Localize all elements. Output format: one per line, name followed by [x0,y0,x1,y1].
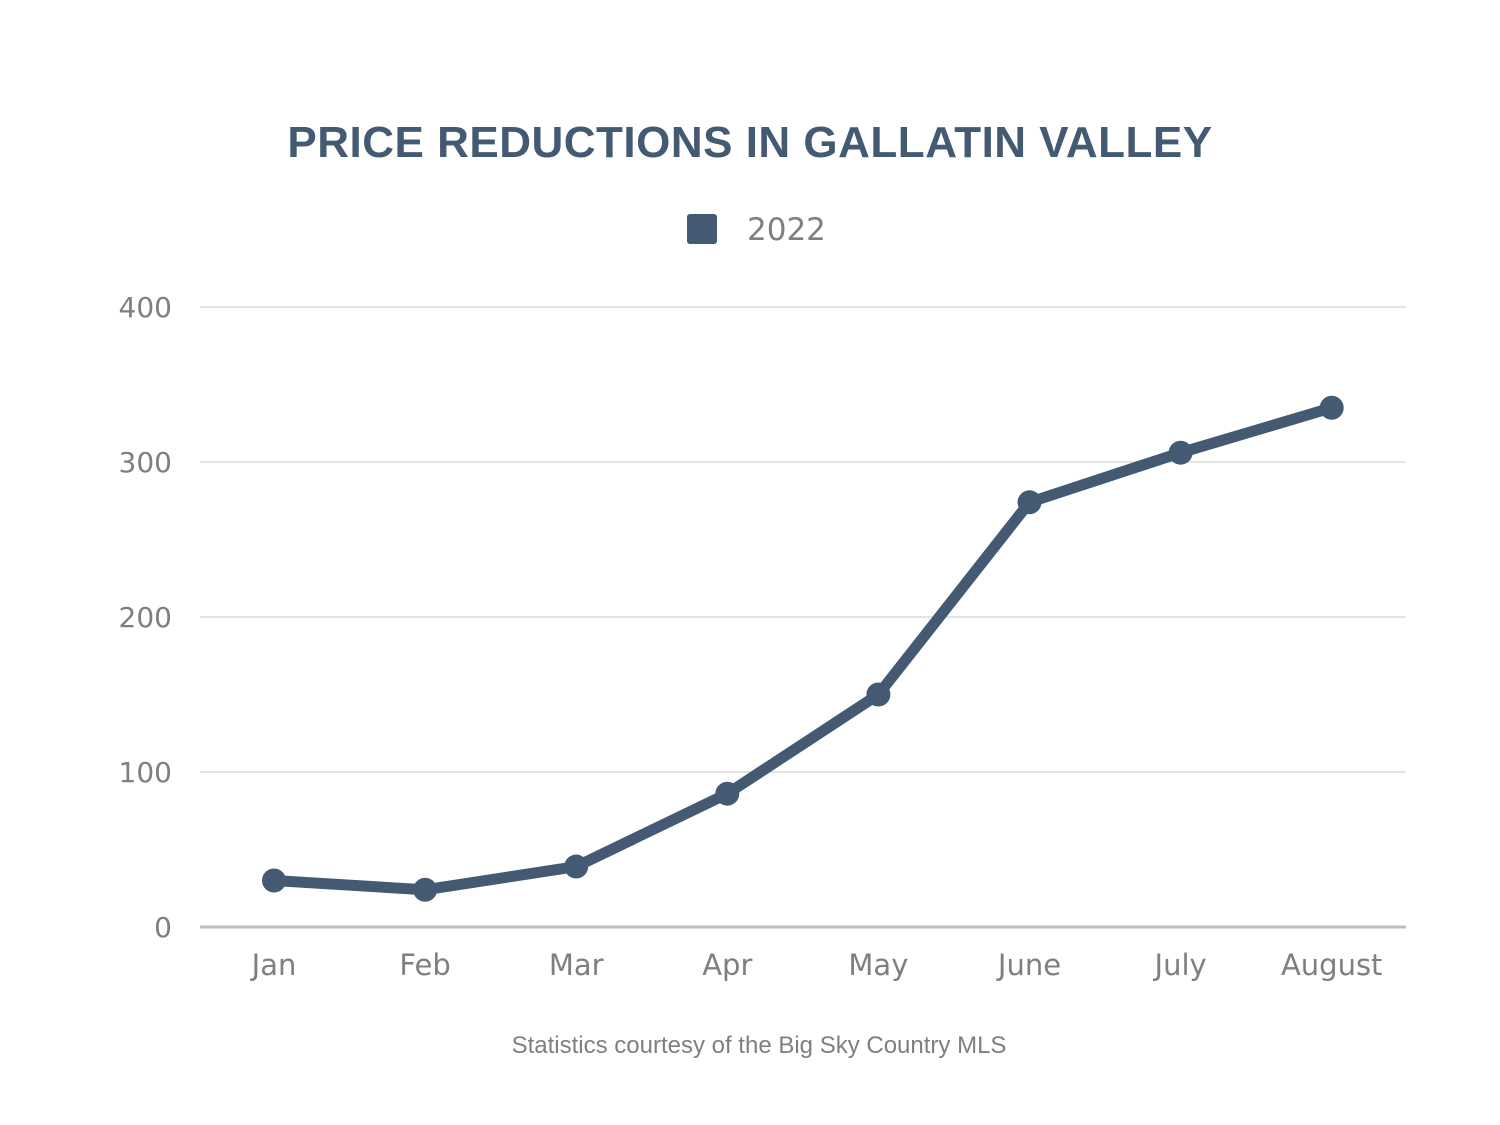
data-point-feb[interactable] [413,877,438,902]
source-note: Statistics courtesy of the Big Sky Count… [512,1032,1007,1059]
x-tick-label-jan: Jan [250,948,297,982]
data-point-august[interactable] [1319,395,1344,420]
legend-label-2022: 2022 [747,212,826,248]
y-axis: 0 100 200 300 400 [119,291,172,944]
data-point-apr[interactable] [715,781,740,806]
y-tick-label-200: 200 [119,601,172,634]
y-tick-label-0: 0 [154,911,172,944]
legend: 2022 [687,212,826,248]
gridlines [200,306,1406,929]
x-tick-label-june: June [996,948,1061,982]
data-point-july[interactable] [1168,440,1193,465]
y-tick-label-300: 300 [119,446,172,479]
x-axis: Jan Feb Mar Apr May June July August [250,948,1383,982]
x-tick-label-july: July [1153,948,1207,982]
x-tick-label-august: August [1281,948,1383,982]
data-point-june[interactable] [1017,490,1042,515]
series-2022 [262,395,1344,902]
data-point-may[interactable] [866,682,891,707]
data-point-jan[interactable] [262,868,286,893]
y-tick-label-100: 100 [119,756,172,789]
y-tick-label-400: 400 [119,291,172,324]
x-tick-label-mar: Mar [549,948,604,982]
legend-swatch-2022 [687,214,717,244]
x-tick-label-may: May [848,948,908,982]
x-tick-label-feb: Feb [399,948,450,982]
x-tick-label-apr: Apr [702,948,752,982]
series-line-2022 [268,402,1338,896]
data-point-mar[interactable] [564,854,589,879]
chart-title: PRICE REDUCTIONS IN GALLATIN VALLEY [287,118,1212,167]
